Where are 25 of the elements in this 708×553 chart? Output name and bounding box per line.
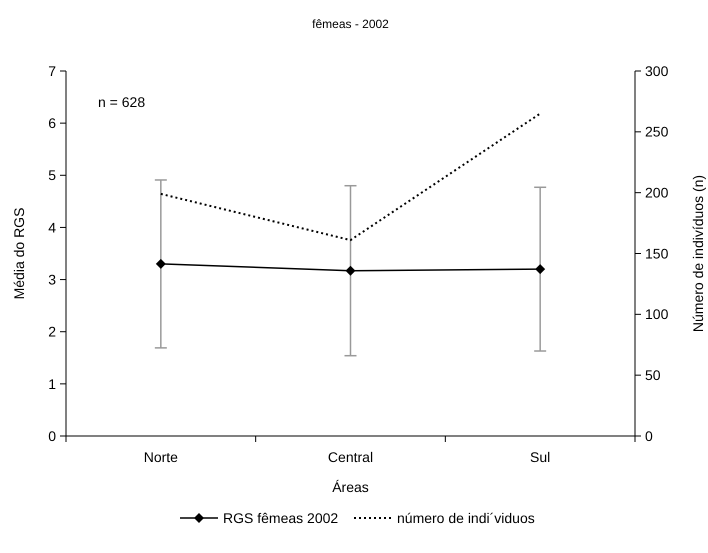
y-tick-label: 7 xyxy=(48,62,56,79)
annotation: n = 628 xyxy=(98,94,146,110)
y2-tick-label: 250 xyxy=(645,124,669,140)
y2-axis-title: Número de indivíduos (n) xyxy=(690,174,706,332)
legend-label: número de indi´viduos xyxy=(397,510,535,526)
y-tick-label: 1 xyxy=(48,376,56,392)
y-axis-title: Média do RGS xyxy=(11,208,27,300)
x-tick-label: Norte xyxy=(144,449,178,465)
y-tick-label: 5 xyxy=(48,167,56,184)
chart-title: fêmeas - 2002 xyxy=(312,17,390,31)
y2-tick-label: 150 xyxy=(645,245,669,262)
y-tick-label: 2 xyxy=(48,324,56,340)
y-tick-label: 0 xyxy=(48,428,56,444)
y-tick-label: 3 xyxy=(48,271,56,288)
y2-tick-label: 50 xyxy=(645,367,661,384)
y2-tick-label: 100 xyxy=(645,306,669,322)
x-tick-label: Sul xyxy=(530,449,550,465)
legend-label: RGS fêmeas 2002 xyxy=(223,510,338,526)
x-axis-title: Áreas xyxy=(332,479,369,495)
y2-tick-label: 200 xyxy=(645,184,669,201)
x-tick-label: Central xyxy=(328,449,374,465)
y2-tick-label: 0 xyxy=(645,428,653,444)
y-tick-label: 4 xyxy=(48,219,56,236)
y2-tick-label: 300 xyxy=(645,62,669,79)
y-tick-label: 6 xyxy=(48,115,56,132)
